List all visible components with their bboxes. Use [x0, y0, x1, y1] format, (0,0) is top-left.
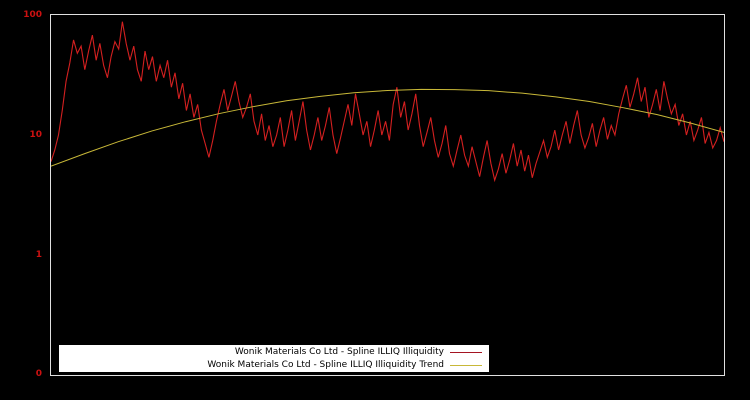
- legend-line-sample-trend: [450, 364, 482, 366]
- y-tick-label-10: 10: [29, 130, 42, 140]
- y-axis-ticks: 100 10 1 0: [0, 0, 44, 400]
- legend-entry-trend: Wonik Materials Co Ltd - Spline ILLIQ Il…: [59, 359, 489, 372]
- y-tick-label-100: 100: [23, 10, 42, 20]
- chart-canvas: [51, 21, 724, 183]
- plot-area: Wonik Materials Co Ltd - Spline ILLIQ Il…: [50, 14, 725, 376]
- y-tick-label-0: 0: [35, 369, 42, 379]
- legend-entry-label: Wonik Materials Co Ltd - Spline ILLIQ Il…: [234, 346, 444, 357]
- legend-entry-illiquidity: Wonik Materials Co Ltd - Spline ILLIQ Il…: [59, 346, 489, 359]
- legend-line-sample-illiquidity: [450, 351, 482, 353]
- legend: Wonik Materials Co Ltd - Spline ILLIQ Il…: [59, 345, 489, 372]
- y-tick-label-1: 1: [35, 250, 42, 260]
- legend-entry-label: Wonik Materials Co Ltd - Spline ILLIQ Il…: [207, 359, 444, 370]
- series-line-1: [51, 88, 724, 167]
- series-line-0: [51, 21, 724, 183]
